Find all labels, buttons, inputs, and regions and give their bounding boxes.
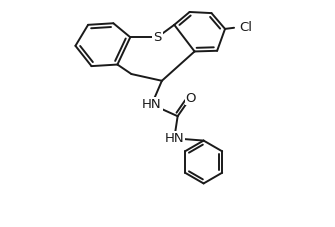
Text: S: S	[153, 31, 161, 44]
Text: HN: HN	[164, 132, 184, 145]
Text: Cl: Cl	[240, 21, 253, 34]
Text: O: O	[186, 92, 196, 105]
Text: HN: HN	[142, 98, 161, 111]
